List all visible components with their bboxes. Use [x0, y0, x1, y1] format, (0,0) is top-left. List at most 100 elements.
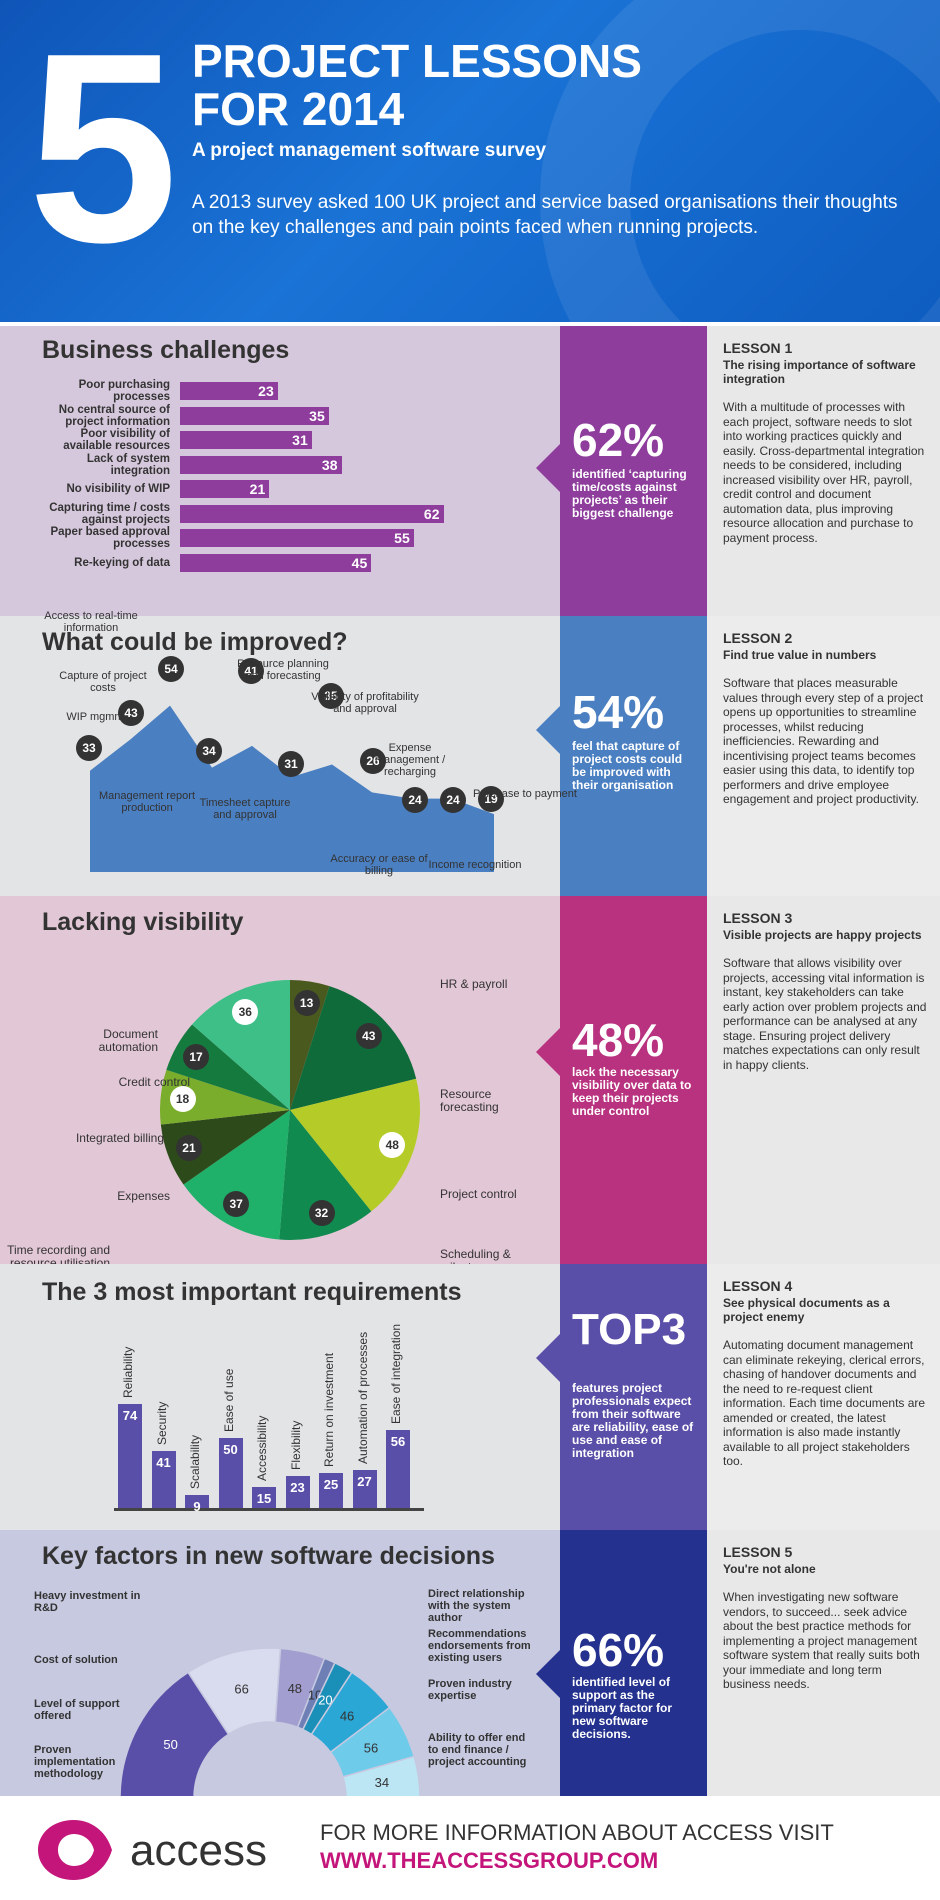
value-pin: 31: [278, 750, 304, 777]
arc-value-label: 66: [234, 1682, 248, 1697]
section-lacking-visibility: 48% lack the necessary visibility over d…: [0, 896, 940, 1274]
slice-value-pin: 21: [175, 1135, 202, 1162]
subtitle: A project management software survey: [192, 140, 547, 161]
stat-notch: [536, 1650, 560, 1698]
bar-label: Lack of system integration: [86, 452, 170, 477]
arc-label: Proven implementation methodology: [34, 1744, 116, 1780]
point-label: Access to real-time information: [44, 609, 138, 634]
lesson-subtitle: The rising importance of software integr…: [723, 358, 916, 386]
pie-slice: [290, 1078, 420, 1212]
lesson-subtitle: See physical documents as a project enem…: [723, 1296, 890, 1324]
section5-stat: 66% identified level of support as the p…: [536, 1530, 707, 1796]
bar-value-label: 55: [394, 530, 410, 546]
visibility-pie-chart: [160, 980, 420, 1240]
bar: [180, 455, 342, 474]
section3-stat: 48% lack the necessary visibility over d…: [536, 896, 707, 1264]
slice-value-pin: 36: [232, 998, 259, 1025]
lesson-body: With a multitude of processes with each …: [723, 400, 925, 545]
value-pin: 33: [76, 734, 102, 761]
stat-value: 66%: [572, 1624, 665, 1676]
pie-slice: [192, 980, 290, 1110]
lesson-title: LESSON 2: [723, 630, 793, 646]
arc-value-label: 20: [318, 1693, 332, 1708]
pie-slice: [183, 1110, 290, 1240]
bar-label: Poor purchasing processes: [78, 379, 170, 403]
pie-slice: [160, 1069, 290, 1125]
point-label: Timesheet capture and approval: [199, 796, 291, 821]
bar-value-label: 31: [292, 432, 308, 448]
slice-label: Expenses: [117, 1189, 170, 1203]
lesson-4: LESSON 4 See physical documents as a pro…: [707, 1264, 940, 1530]
arc-value-label: 48: [288, 1681, 302, 1696]
bar: [180, 431, 312, 449]
lesson-2: LESSON 2 Find true value in numbers Soft…: [707, 616, 940, 896]
bar-label: Return on investment: [322, 1352, 336, 1467]
stat-text: identified ‘capturing time/costs against…: [572, 467, 687, 520]
arc-value-label: 34: [375, 1775, 389, 1790]
pie-slice: [160, 1110, 290, 1185]
arc-label: Cost of solution: [34, 1654, 118, 1666]
arc-value-label: 46: [340, 1708, 354, 1723]
value-pin: 54: [158, 655, 184, 682]
bar: [185, 1495, 209, 1508]
stat-text: feel that capture of project costs could…: [572, 739, 683, 792]
bar: [386, 1429, 410, 1508]
lesson-body: Software that places measurable values t…: [723, 676, 924, 806]
bar-value-label: 50: [223, 1442, 238, 1457]
lesson-title: LESSON 1: [723, 340, 793, 356]
value-pin: 19: [478, 786, 504, 813]
arc-label: Level of support offered: [34, 1698, 120, 1722]
section4-panel: [0, 1264, 560, 1530]
slice-label: Resource forecasting: [440, 1087, 499, 1114]
value-pin: 26: [360, 748, 386, 775]
slice-value-pin: 17: [183, 1043, 210, 1070]
footer: access FOR MORE INFORMATION ABOUT ACCESS…: [0, 1796, 940, 1900]
slice-value-pin: 32: [308, 1200, 335, 1227]
lesson-1: LESSON 1 The rising importance of softwa…: [707, 326, 940, 616]
lesson-title: LESSON 5: [723, 1544, 793, 1560]
bar-value-label: 9: [193, 1499, 201, 1515]
bar-value-label: 27: [357, 1474, 372, 1490]
bar-label: Scalability: [188, 1435, 202, 1490]
stat-value: TOP3: [572, 1305, 687, 1354]
point-label: Expense management / recharging: [374, 742, 446, 779]
bar-value-label: 25: [323, 1477, 339, 1492]
bar-value-label: 45: [351, 554, 368, 571]
lesson-subtitle: You're not alone: [723, 1562, 816, 1576]
pie-slice: [290, 986, 417, 1110]
bar: [151, 1450, 176, 1508]
bar-label: Reliability: [121, 1347, 135, 1399]
stat-text: features project professionals expect fr…: [572, 1381, 694, 1460]
point-label: Purchase to payment: [473, 788, 577, 801]
stat-value: 48%: [572, 1014, 665, 1066]
slice-label: Credit control: [118, 1075, 190, 1089]
slice-value-pin: 43: [355, 1023, 382, 1050]
lesson-body: When investigating new software vendors,…: [723, 1590, 920, 1691]
bar-value-label: 23: [290, 1479, 305, 1495]
stat-notch: [536, 444, 560, 492]
baseline: [114, 1508, 424, 1511]
bar-value-label: 62: [423, 505, 440, 522]
divider: [0, 322, 940, 326]
footer-website-link[interactable]: WWW.THEACCESSGROUP.COM: [320, 1848, 659, 1873]
section-key-factors: 66% identified level of support as the p…: [0, 1530, 940, 1796]
value-pin: 24: [440, 786, 466, 813]
value-pin: 35: [318, 682, 344, 709]
bar-label: Paper based approval processes: [50, 526, 170, 550]
lesson-subtitle: Visible projects are happy projects: [723, 928, 922, 942]
bar-value-label: 74: [122, 1408, 138, 1424]
section-title: Key factors in new software decisions: [42, 1542, 495, 1570]
slice-value-pin: 37: [223, 1190, 250, 1217]
section2-stat: 54% feel that capture of project costs c…: [536, 616, 707, 896]
section-title: Business challenges: [42, 336, 290, 364]
lesson-body: Software that allows visibility over pro…: [723, 956, 927, 1072]
slice-label: Document automation: [98, 1027, 158, 1054]
stat-text: identified level of support as the prima…: [572, 1675, 673, 1741]
point-label: Accuracy or ease of billing: [330, 852, 428, 877]
section-what-could-be-improved: 54% feel that capture of project costs c…: [0, 610, 940, 896]
bar-label: Capturing time / costs against projects: [49, 501, 170, 526]
stat-value: 54%: [572, 686, 665, 738]
bar-value-label: 21: [249, 481, 266, 497]
